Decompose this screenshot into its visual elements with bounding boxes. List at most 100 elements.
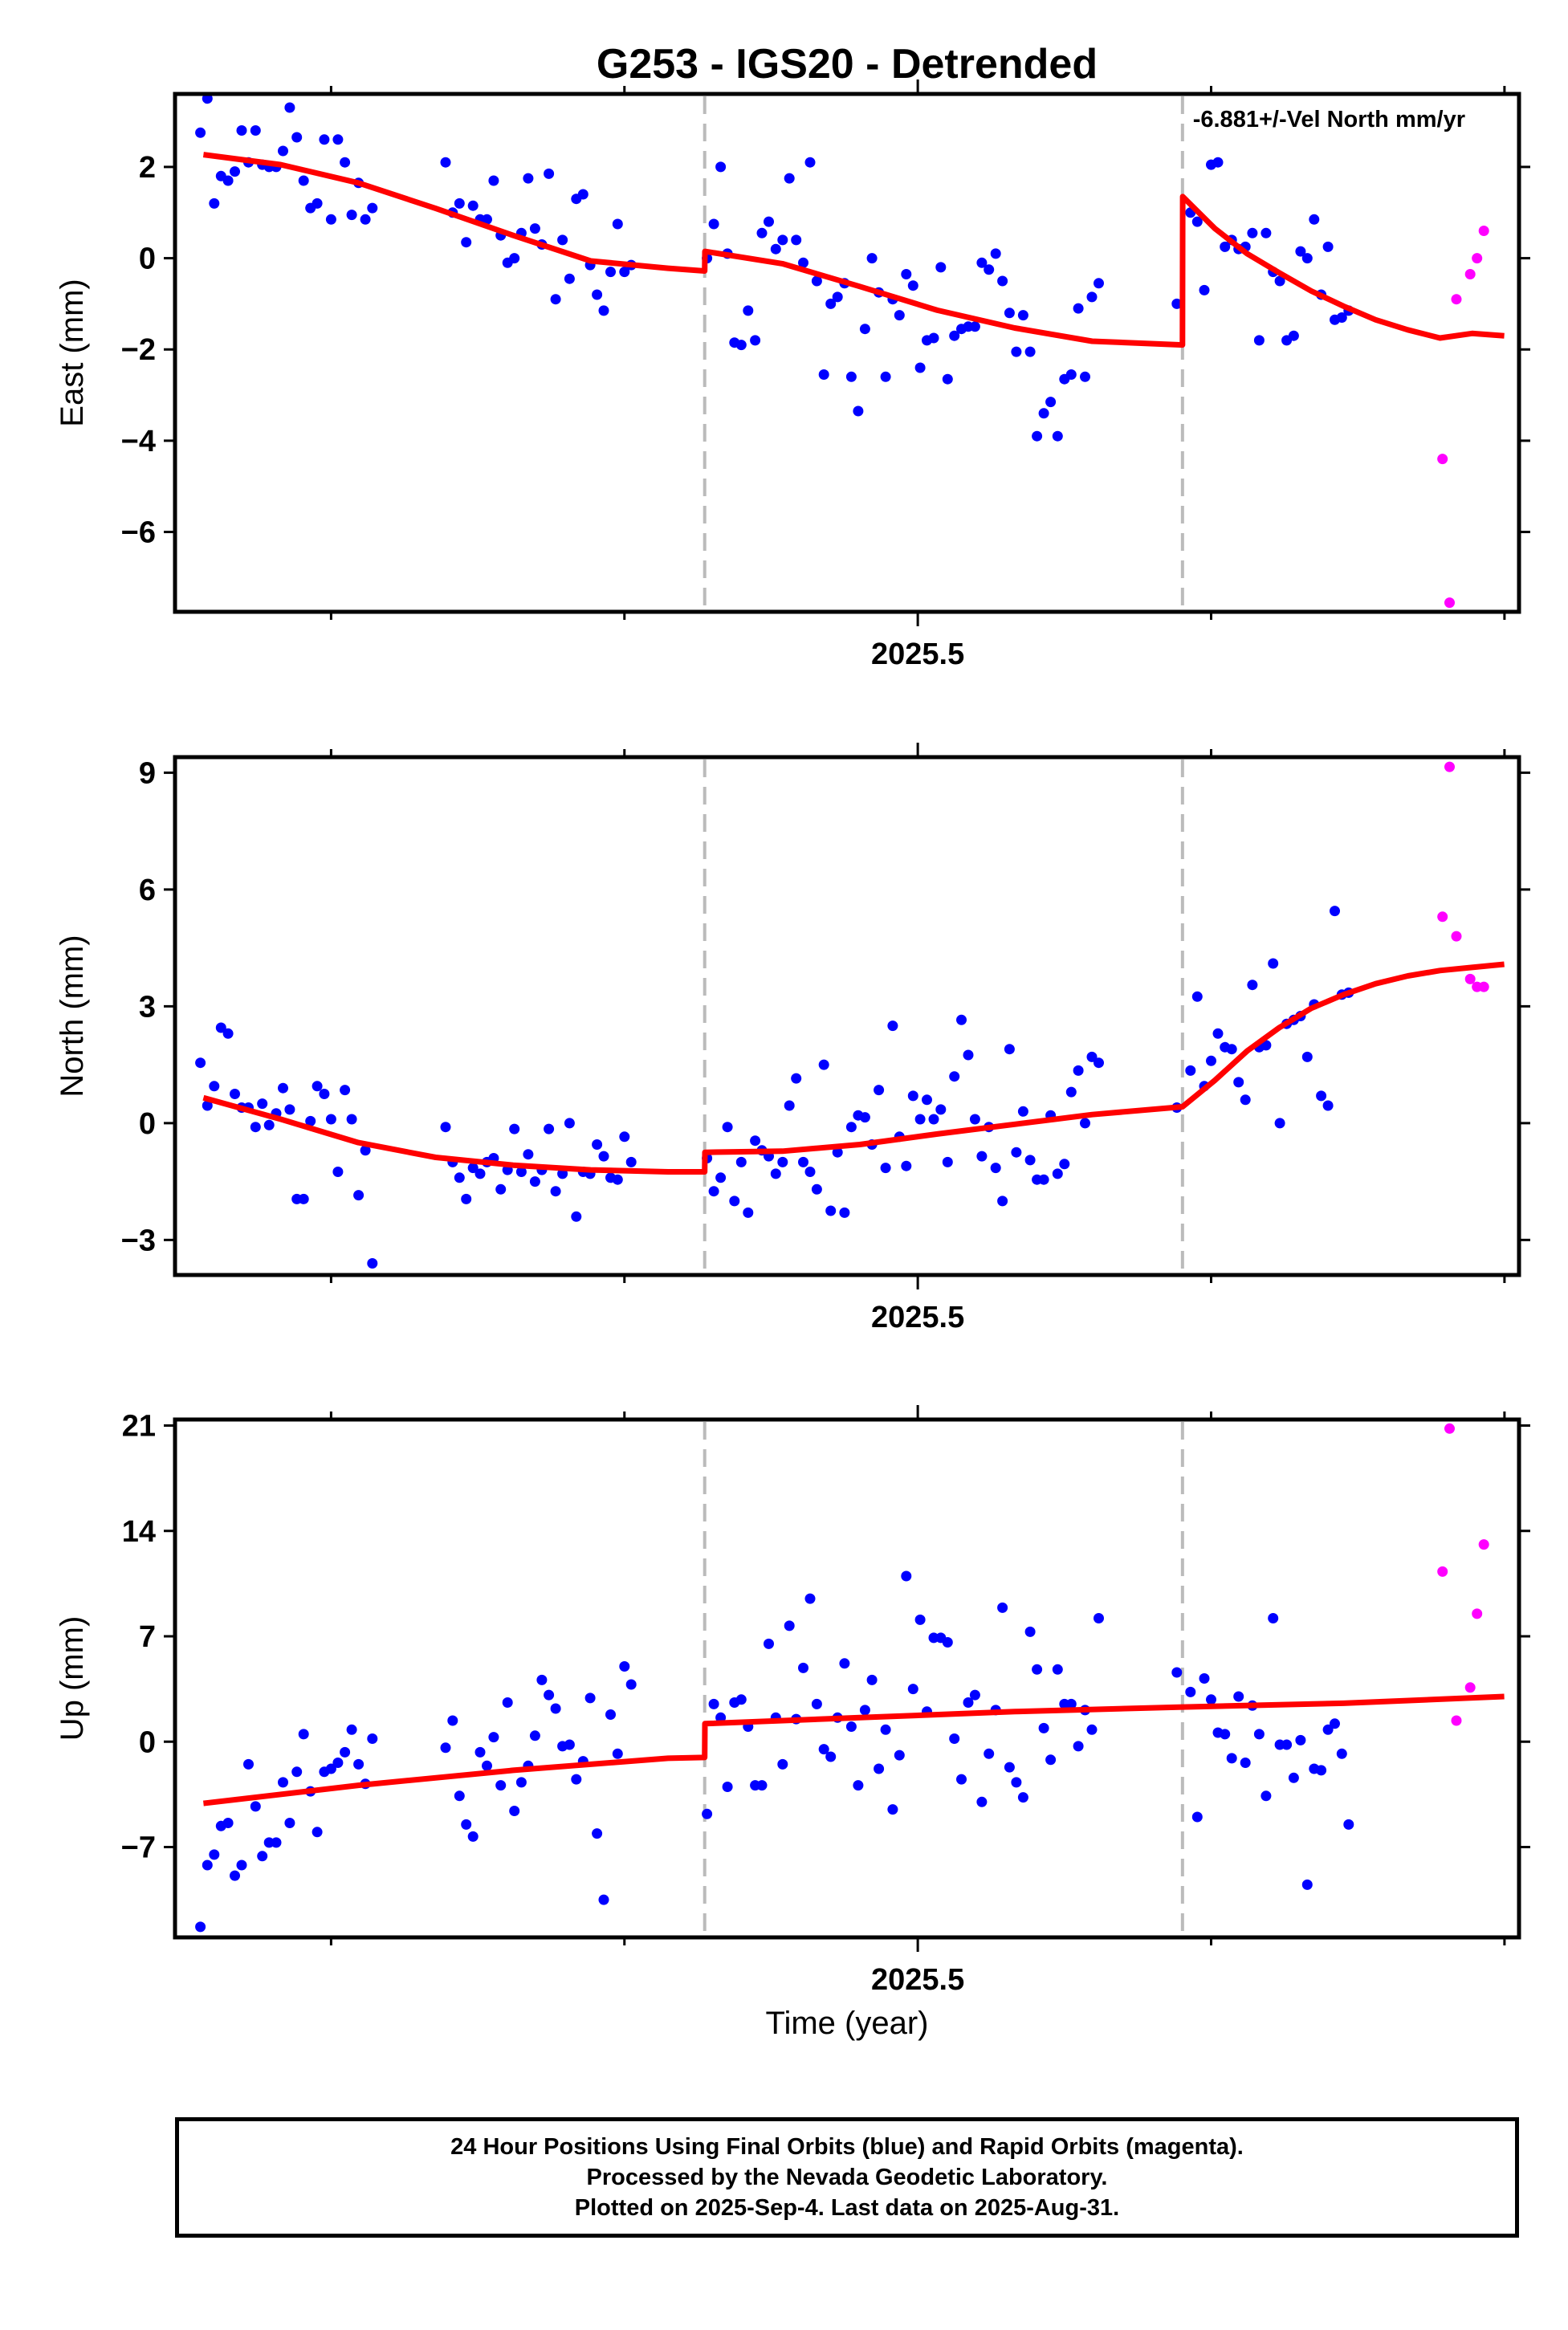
final-point-north-122	[1240, 1094, 1251, 1106]
final-point-north-111	[1086, 1051, 1098, 1062]
final-point-east-104	[1038, 408, 1049, 419]
caption-line-3: Plotted on 2025-Sep-4. Last data on 2025…	[574, 2195, 1120, 2221]
final-point-north-95	[976, 1151, 988, 1162]
panel-frame-north	[173, 755, 1521, 1277]
final-point-north-102	[1024, 1155, 1036, 1166]
final-point-north-65	[770, 1168, 781, 1179]
final-point-up-109	[1073, 1741, 1084, 1752]
final-point-east-52	[612, 218, 623, 230]
y-axis-label-east: East (mm)	[55, 279, 90, 426]
final-point-up-95	[976, 1796, 988, 1807]
final-point-east-22	[340, 157, 351, 168]
final-point-north-38	[515, 1167, 527, 1177]
final-point-up-28	[447, 1715, 458, 1726]
final-point-up-102	[1024, 1626, 1036, 1637]
final-point-east-99	[1004, 308, 1015, 319]
final-point-north-85	[907, 1090, 918, 1102]
final-point-north-13	[278, 1082, 288, 1094]
ytick-label-up-5: −7	[121, 1831, 156, 1865]
final-point-north-10	[257, 1098, 268, 1110]
final-point-north-61	[743, 1207, 754, 1218]
rapid-point-north-4	[1464, 973, 1476, 984]
final-point-east-109	[1073, 303, 1084, 314]
final-point-north-92	[956, 1014, 967, 1025]
final-point-east-60	[735, 340, 747, 351]
final-point-north-30	[461, 1193, 472, 1204]
final-point-east-118	[1212, 157, 1224, 168]
final-point-east-77	[853, 405, 864, 417]
final-point-up-117	[1206, 1694, 1216, 1705]
final-point-up-120	[1226, 1753, 1237, 1764]
final-point-north-54	[625, 1156, 637, 1167]
final-point-up-90	[942, 1637, 953, 1648]
final-point-east-5	[222, 175, 234, 186]
final-point-east-68	[791, 234, 802, 246]
final-point-north-3	[209, 1081, 220, 1092]
final-point-up-83	[894, 1750, 905, 1761]
final-point-east-18	[312, 198, 323, 209]
final-point-up-92	[956, 1774, 967, 1785]
final-point-up-26	[367, 1733, 378, 1744]
final-point-north-39	[523, 1149, 534, 1160]
final-point-east-85	[907, 280, 918, 291]
final-point-north-86	[914, 1114, 926, 1125]
final-point-north-14	[284, 1104, 295, 1115]
rapid-point-up-4	[1464, 1682, 1476, 1693]
final-point-east-70	[804, 157, 816, 168]
final-point-up-20	[325, 1763, 336, 1774]
final-point-up-31	[467, 1831, 479, 1842]
final-point-east-47	[577, 189, 589, 200]
rapid-point-up-2	[1444, 1423, 1455, 1434]
final-point-east-100	[1011, 346, 1022, 357]
final-point-up-64	[764, 1638, 774, 1649]
final-point-north-19	[319, 1089, 330, 1099]
final-point-east-72	[818, 369, 829, 380]
final-point-east-66	[777, 234, 788, 246]
final-point-east-61	[743, 305, 754, 316]
final-point-up-12	[271, 1837, 282, 1848]
final-point-east-3	[209, 198, 220, 209]
final-point-east-74	[832, 291, 843, 303]
final-point-east-19	[319, 134, 330, 145]
ytick-label-up-2: 14	[122, 1515, 156, 1549]
final-point-north-106	[1052, 1168, 1063, 1179]
final-point-up-18	[312, 1827, 323, 1838]
final-point-east-9	[250, 125, 261, 136]
rapid-point-north-3	[1451, 931, 1462, 942]
rapid-point-up-3	[1451, 1715, 1462, 1726]
final-point-east-71	[811, 275, 822, 287]
rapid-point-up-5	[1472, 1608, 1483, 1619]
final-point-east-130	[1295, 246, 1306, 257]
final-point-east-81	[880, 371, 891, 382]
final-point-east-65	[770, 243, 781, 255]
final-point-up-129	[1288, 1772, 1299, 1783]
xtick-label-up-1: 2025.5	[871, 1963, 964, 1997]
final-point-east-7	[236, 125, 247, 136]
final-point-east-89	[935, 262, 947, 273]
final-point-up-115	[1191, 1811, 1203, 1823]
final-point-up-27	[440, 1742, 451, 1754]
final-point-north-35	[495, 1183, 507, 1195]
final-point-east-91	[949, 330, 960, 341]
final-point-north-135	[1330, 906, 1340, 917]
final-point-north-115	[1191, 991, 1203, 1002]
final-point-east-33	[482, 214, 492, 225]
final-point-north-4	[215, 1022, 226, 1033]
final-point-east-95	[976, 257, 988, 268]
final-point-north-52	[612, 1174, 623, 1185]
final-point-north-73	[825, 1205, 837, 1216]
final-point-up-91	[949, 1733, 960, 1744]
final-point-north-23	[346, 1114, 357, 1125]
final-point-north-59	[729, 1196, 740, 1207]
final-point-north-2	[202, 1100, 213, 1111]
final-point-up-32	[474, 1746, 486, 1758]
final-point-north-67	[784, 1100, 795, 1111]
final-point-up-104	[1038, 1722, 1049, 1733]
final-point-east-112	[1094, 278, 1104, 289]
final-point-up-63	[756, 1780, 768, 1791]
final-point-up-10	[257, 1851, 268, 1862]
final-point-north-49	[592, 1139, 603, 1150]
final-point-up-131	[1301, 1879, 1313, 1890]
rapid-point-east-1	[1437, 454, 1448, 465]
final-point-up-13	[278, 1777, 288, 1788]
